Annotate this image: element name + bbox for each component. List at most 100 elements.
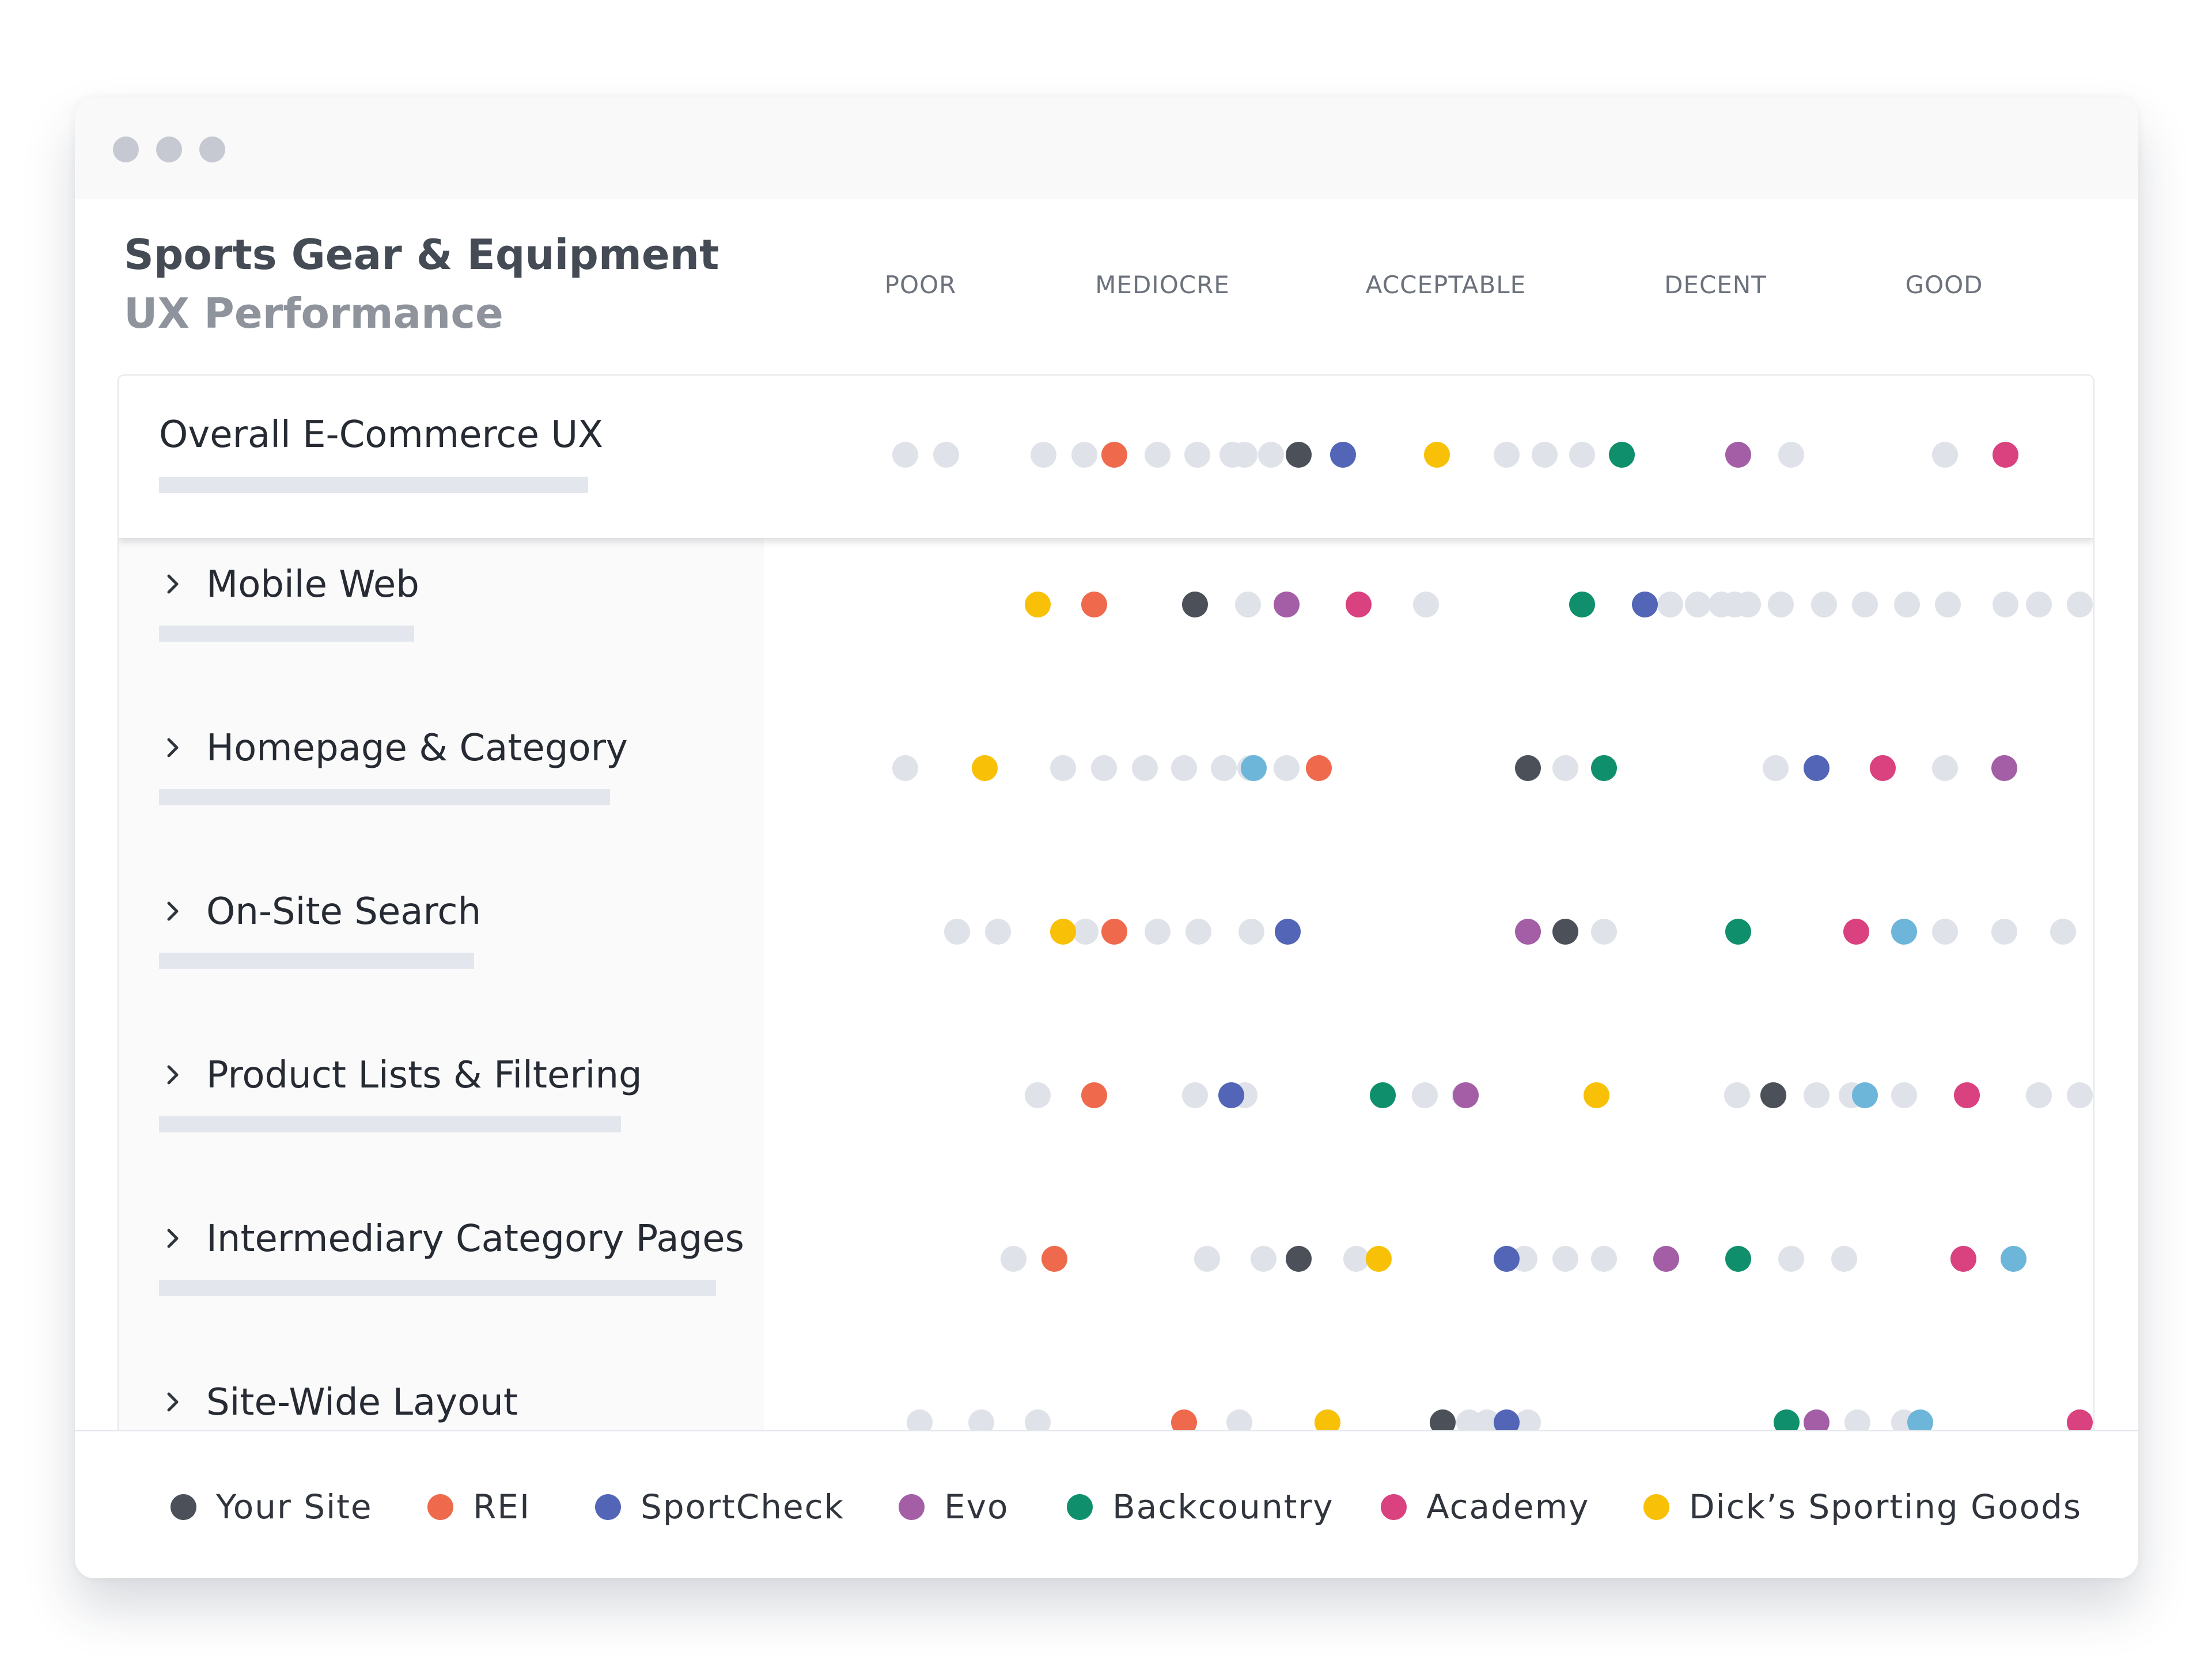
window-minimize-icon[interactable] xyxy=(156,137,182,162)
benchmark-dot[interactable] xyxy=(1234,591,1261,617)
site-dot-rei[interactable] xyxy=(1081,591,1107,617)
site-dot-academy[interactable] xyxy=(1992,441,2018,468)
benchmark-dot[interactable] xyxy=(1251,1245,1277,1272)
row-on-site-search[interactable]: On-Site Search xyxy=(119,865,2093,1029)
benchmark-dot[interactable] xyxy=(1411,1082,1438,1108)
benchmark-dot[interactable] xyxy=(1891,1082,1918,1108)
benchmark-dot[interactable] xyxy=(1590,918,1617,945)
chevron-right-icon[interactable] xyxy=(161,1227,184,1250)
benchmark-dot[interactable] xyxy=(1804,1082,1830,1108)
site-dot-dicks[interactable] xyxy=(1050,918,1076,945)
row-homepage-category[interactable]: Homepage & Category xyxy=(119,702,2093,865)
benchmark-dot[interactable] xyxy=(1767,591,1794,617)
benchmark-dot[interactable] xyxy=(1657,591,1683,617)
benchmark-dot[interactable] xyxy=(1735,591,1762,617)
site-dot[interactable] xyxy=(1891,918,1918,945)
site-dot-evo[interactable] xyxy=(1452,1082,1479,1108)
legend-item-academy[interactable]: Academy xyxy=(1381,1487,1589,1527)
benchmark-dot[interactable] xyxy=(933,441,960,468)
site-dot-rei[interactable] xyxy=(1101,918,1128,945)
legend-item-backcountry[interactable]: Backcountry xyxy=(1067,1487,1334,1527)
legend-item-sportcheck[interactable]: SportCheck xyxy=(595,1487,844,1527)
benchmark-dot[interactable] xyxy=(1024,1082,1051,1108)
benchmark-dot[interactable] xyxy=(1231,441,1257,468)
benchmark-dot[interactable] xyxy=(1831,1245,1858,1272)
benchmark-dot[interactable] xyxy=(1991,918,2017,945)
site-dot-evo[interactable] xyxy=(1273,591,1300,617)
benchmark-dot[interactable] xyxy=(1211,755,1237,781)
benchmark-dot[interactable] xyxy=(892,755,919,781)
site-dot-academy[interactable] xyxy=(1950,1245,1976,1272)
site-dot-your[interactable] xyxy=(1552,918,1578,945)
site-dot-backcountry[interactable] xyxy=(1569,591,1596,617)
site-dot-academy[interactable] xyxy=(1869,755,1896,781)
chevron-right-icon[interactable] xyxy=(161,900,184,923)
benchmark-dot[interactable] xyxy=(984,918,1011,945)
benchmark-dot[interactable] xyxy=(1238,918,1265,945)
window-maximize-icon[interactable] xyxy=(199,137,225,162)
site-dot-academy[interactable] xyxy=(1954,1082,1980,1108)
benchmark-dot[interactable] xyxy=(1031,441,1057,468)
site-dot-rei[interactable] xyxy=(1081,1082,1107,1108)
site-dot-evo[interactable] xyxy=(1515,918,1541,945)
legend-item-rei[interactable]: REI xyxy=(427,1487,531,1527)
site-dot-sportcheck[interactable] xyxy=(1274,918,1301,945)
benchmark-dot[interactable] xyxy=(1273,755,1300,781)
benchmark-dot[interactable] xyxy=(1073,918,1099,945)
benchmark-dot[interactable] xyxy=(1532,441,1558,468)
site-dot-sportcheck[interactable] xyxy=(1631,591,1658,617)
benchmark-dot[interactable] xyxy=(1184,441,1211,468)
site-dot-your[interactable] xyxy=(1760,1082,1786,1108)
benchmark-dot[interactable] xyxy=(1194,1245,1221,1272)
chevron-right-icon[interactable] xyxy=(161,1390,184,1413)
benchmark-dot[interactable] xyxy=(2026,1082,2052,1108)
benchmark-dot[interactable] xyxy=(1778,441,1805,468)
benchmark-dot[interactable] xyxy=(2067,1082,2093,1108)
benchmark-dot[interactable] xyxy=(1071,441,1098,468)
window-close-icon[interactable] xyxy=(113,137,139,162)
site-dot-rei[interactable] xyxy=(1306,755,1332,781)
site-dot-sportcheck[interactable] xyxy=(1218,1082,1244,1108)
row-mobile-web[interactable]: Mobile Web xyxy=(119,538,2093,702)
site-dot-dicks[interactable] xyxy=(1423,441,1450,468)
chevron-right-icon[interactable] xyxy=(161,736,184,759)
site-dot-academy[interactable] xyxy=(1345,591,1372,617)
benchmark-dot[interactable] xyxy=(1185,918,1212,945)
site-dot-evo[interactable] xyxy=(1725,441,1752,468)
benchmark-dot[interactable] xyxy=(1001,1245,1027,1272)
site-dot-rei[interactable] xyxy=(1101,441,1128,468)
chevron-right-icon[interactable] xyxy=(161,1063,184,1086)
benchmark-dot[interactable] xyxy=(1932,918,1959,945)
benchmark-dot[interactable] xyxy=(1145,918,1171,945)
row-intermediary-category-pages[interactable]: Intermediary Category Pages xyxy=(119,1192,2093,1356)
site-dot-sportcheck[interactable] xyxy=(1804,755,1830,781)
benchmark-dot[interactable] xyxy=(1992,591,2018,617)
legend-item-dicks-sporting-goods[interactable]: Dick’s Sporting Goods xyxy=(1643,1487,2082,1527)
benchmark-dot[interactable] xyxy=(1182,1082,1209,1108)
benchmark-dot[interactable] xyxy=(1569,441,1596,468)
site-dot-dicks[interactable] xyxy=(1366,1245,1392,1272)
site-dot-backcountry[interactable] xyxy=(1369,1082,1396,1108)
benchmark-dot[interactable] xyxy=(1763,755,1789,781)
site-dot-backcountry[interactable] xyxy=(1725,918,1752,945)
legend-item-your-site[interactable]: Your Site xyxy=(171,1487,373,1527)
benchmark-dot[interactable] xyxy=(1932,441,1959,468)
benchmark-dot[interactable] xyxy=(892,441,919,468)
benchmark-dot[interactable] xyxy=(1932,755,1959,781)
site-dot-sportcheck[interactable] xyxy=(1330,441,1356,468)
benchmark-dot[interactable] xyxy=(1851,591,1878,617)
site-dot[interactable] xyxy=(1241,755,1267,781)
benchmark-dot[interactable] xyxy=(1778,1245,1805,1272)
site-dot-backcountry[interactable] xyxy=(1725,1245,1752,1272)
benchmark-dot[interactable] xyxy=(1090,755,1117,781)
legend-item-evo[interactable]: Evo xyxy=(899,1487,1009,1527)
site-dot-backcountry[interactable] xyxy=(1609,441,1635,468)
benchmark-dot[interactable] xyxy=(1050,755,1076,781)
benchmark-dot[interactable] xyxy=(2026,591,2052,617)
site-dot-academy[interactable] xyxy=(1843,918,1869,945)
site-dot[interactable] xyxy=(1851,1082,1878,1108)
benchmark-dot[interactable] xyxy=(1893,591,1920,617)
site-dot-your[interactable] xyxy=(1182,591,1209,617)
benchmark-dot[interactable] xyxy=(1412,591,1439,617)
site-dot-your[interactable] xyxy=(1285,441,1312,468)
